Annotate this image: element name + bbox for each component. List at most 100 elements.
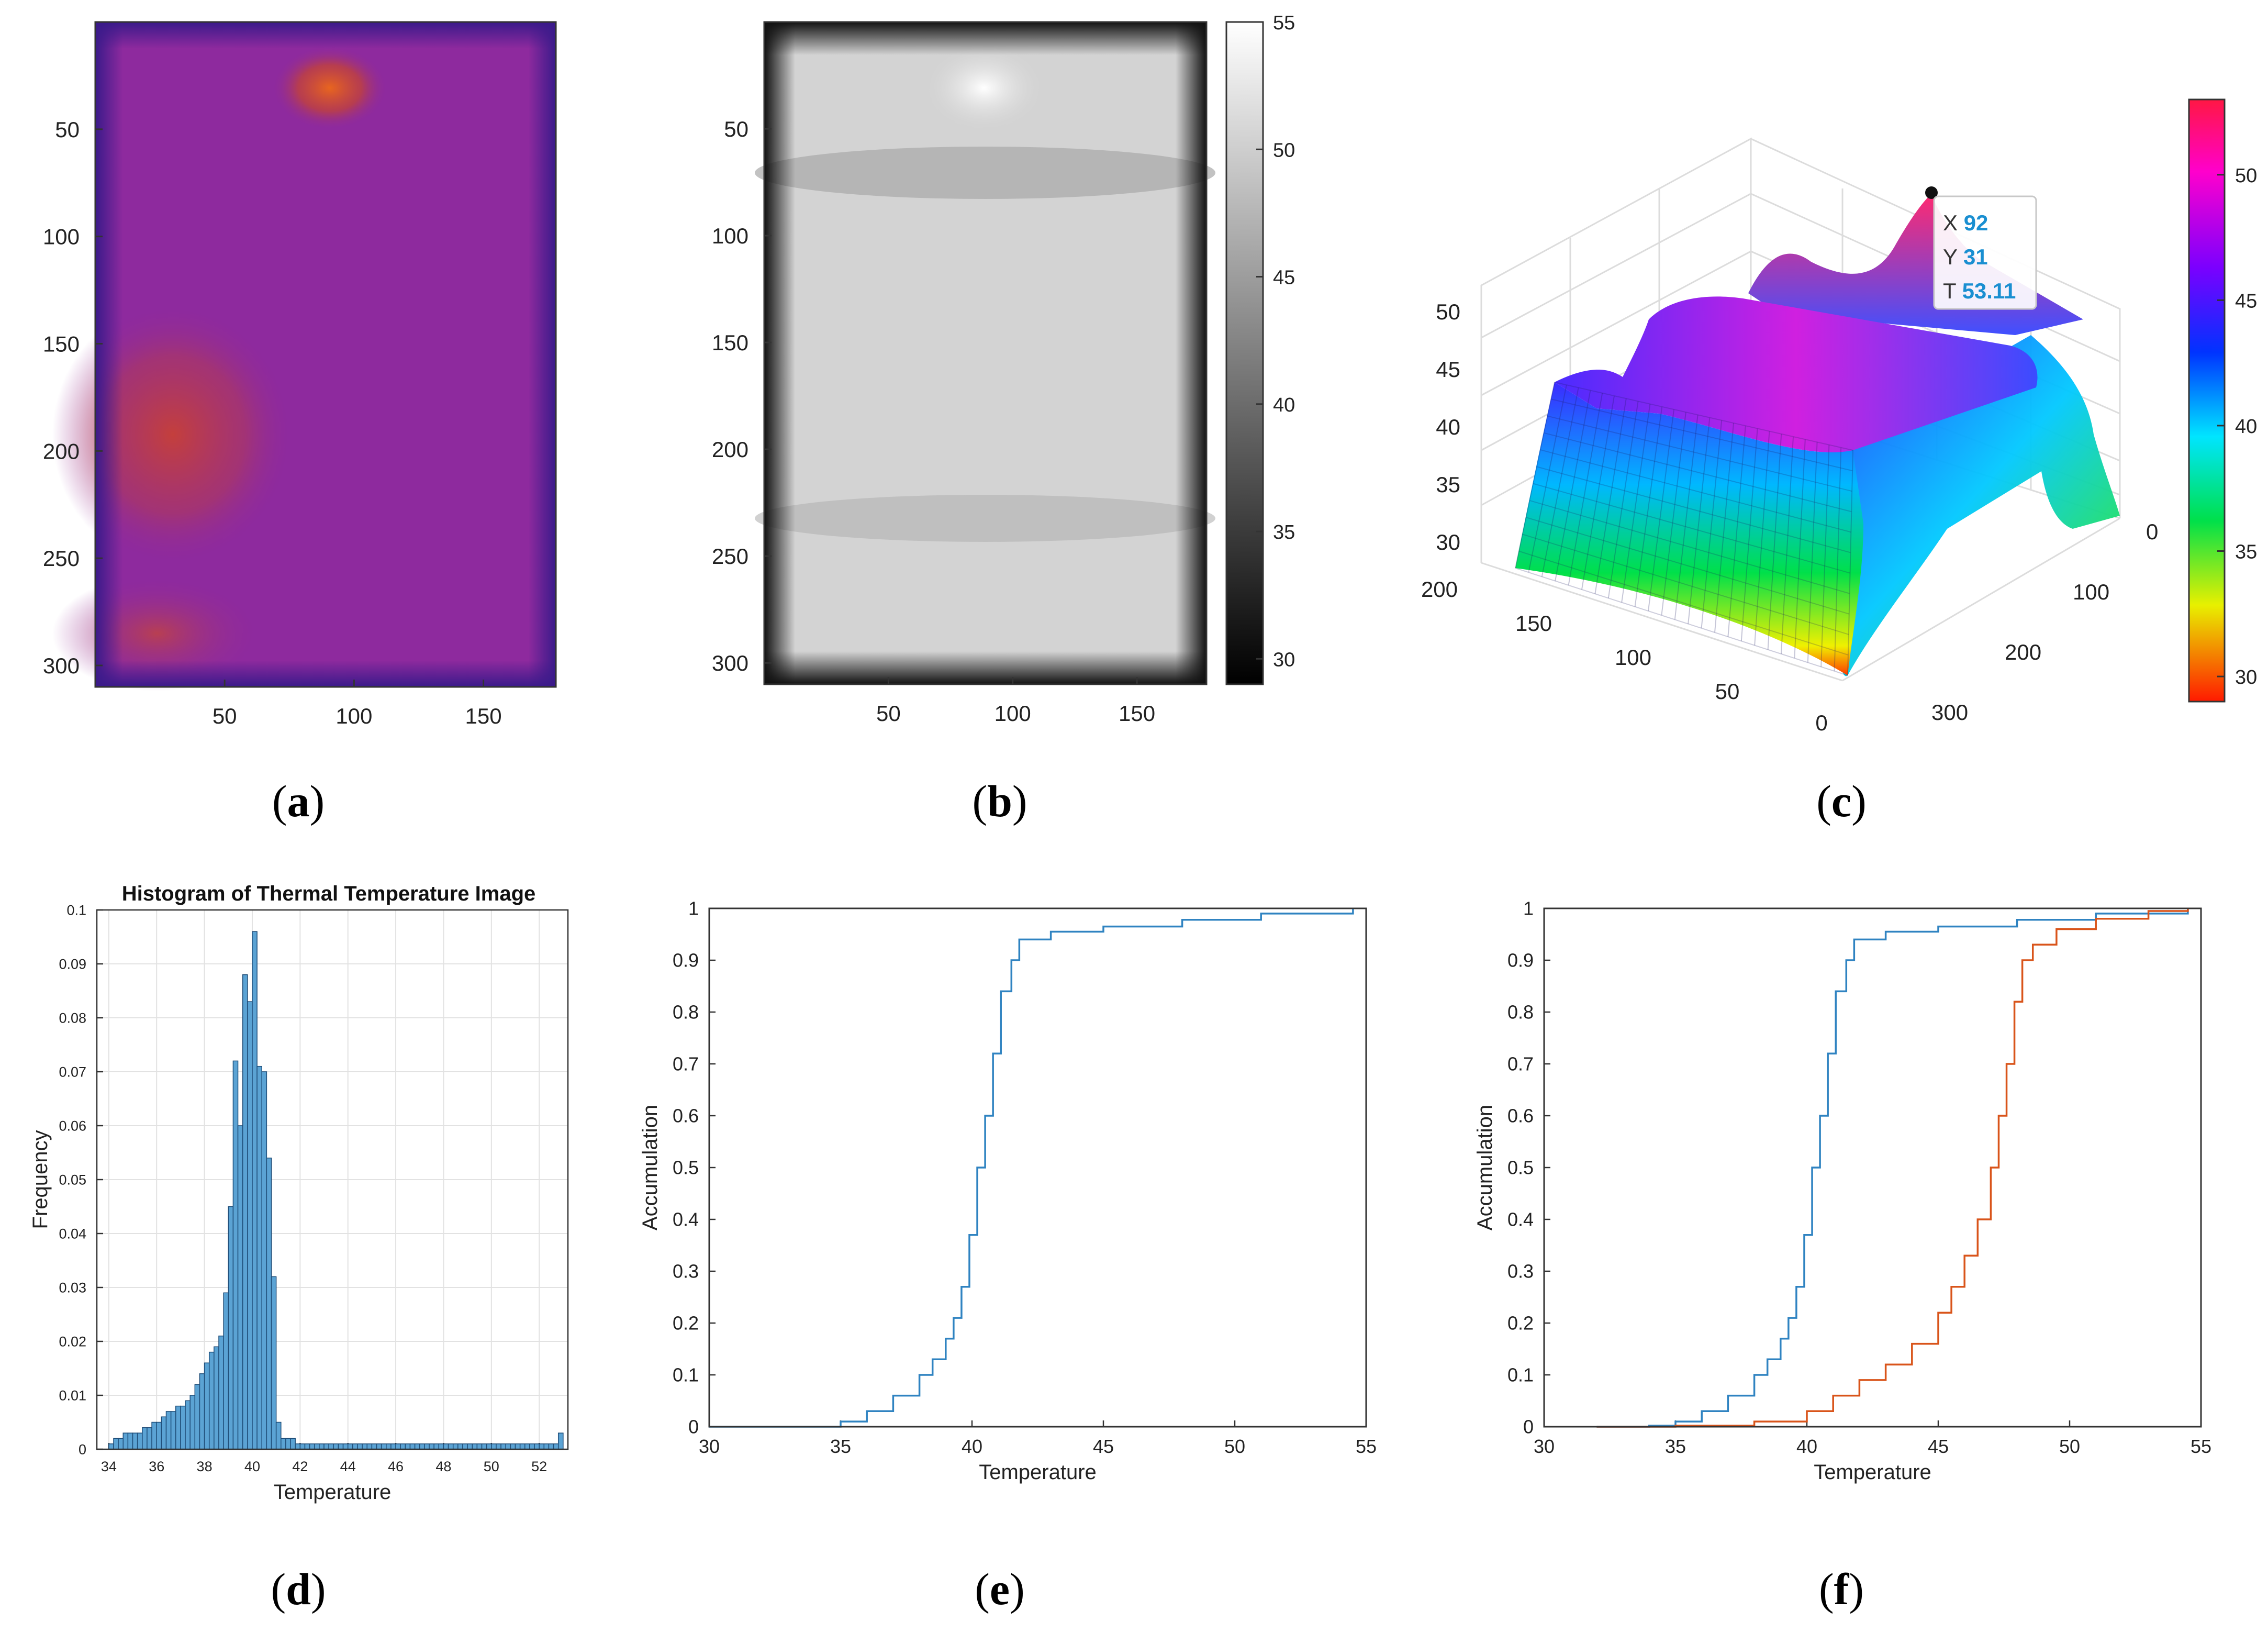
y-tick-label: 0 [688,1416,699,1438]
histogram-bar [156,1421,162,1450]
histogram-bar [347,1443,353,1450]
histogram-title: Histogram of Thermal Temperature Image [122,882,536,905]
x-tick-label: 50 [1224,1436,1245,1457]
cdf-axes-frame [1543,907,2202,1428]
x-tick-label: 30 [1534,1436,1555,1457]
hsv-colorbar-tick-label: 35 [2235,541,2257,563]
histogram-bar [557,1432,564,1450]
histogram-bar [266,1158,272,1450]
histogram-bar [147,1427,152,1450]
x-tick-label: 150 [1119,701,1155,726]
y-tick-label: 0.08 [59,1010,86,1026]
histogram-bar [256,1065,262,1450]
z-tick-label: 45 [1436,357,1460,382]
histogram-bar [424,1443,430,1450]
x-axis-tick-label: 0 [2146,519,2158,544]
hsv-colorbar-tick-label: 45 [2235,290,2257,312]
histogram-bar [275,1421,282,1450]
hsv-colorbar-tick-label: 40 [2235,416,2257,438]
histogram-bar [510,1443,516,1450]
histogram-bar [223,1292,229,1450]
histogram-bar [247,1001,253,1450]
svg-text:T 53.11: T 53.11 [1943,279,2016,303]
y-tick-label: 300 [712,651,748,675]
panel-a-thermal-image: 50 100 150 50 100 150 200 250 300 [43,21,557,728]
cdf-series-line-cdf-enhanced [1596,908,2189,1428]
y-tick-label: 150 [712,330,748,355]
histogram-bar [366,1443,373,1450]
y-tick-label: 0.05 [59,1172,86,1187]
mesh-line [1528,385,1567,573]
y-tick-label: 0.1 [673,1364,699,1386]
mesh-line [1555,390,1591,581]
mesh-line [1807,442,1818,663]
histogram-bar [161,1416,167,1450]
histogram-bar [323,1443,329,1450]
x-tick-label: 55 [2191,1436,2211,1457]
z-tick-label: 30 [1436,530,1460,554]
histogram-bar [409,1443,416,1450]
histogram-bar [194,1384,200,1450]
y-tick-label: 0.5 [673,1157,699,1179]
cdf-plot-area [1544,908,2201,1427]
histogram-bar [271,1276,277,1450]
histogram-bar [443,1443,449,1450]
histogram-bar [165,1411,172,1450]
histogram-bar [309,1443,315,1450]
histogram-bar [376,1443,382,1450]
x-tick-label: 45 [1093,1436,1114,1457]
mesh-line [1740,428,1758,641]
histogram-bar [333,1443,339,1450]
x-tick-label: 46 [388,1459,404,1474]
histogram-bar [252,931,258,1450]
histogram-bar [405,1443,411,1450]
histogram-bar [122,1432,129,1450]
histogram-bar [281,1438,286,1450]
y-tick-label: 100 [712,224,748,248]
mesh-line [1568,393,1603,585]
y-tick-label: 0.5 [1507,1157,1534,1179]
x-axis-tick-label: 200 [2005,640,2041,664]
mesh-line [1688,417,1711,624]
y-tick-label: 50 [724,117,748,141]
svg-text:X 92: X 92 [1943,210,1988,235]
x-tick-label: 50 [213,704,237,728]
mesh-line [1515,382,1555,569]
grayscale-image-edge-vertical [764,22,1206,684]
histogram-bar [481,1443,487,1450]
x-tick-label: 40 [244,1459,260,1474]
z-tick-label: 50 [1436,299,1460,324]
x-tick-label: 38 [197,1459,213,1474]
y-tick-label: 1 [1523,898,1534,919]
histogram-bar [496,1443,501,1450]
mesh-line [1522,534,1849,635]
x-axis-label: Temperature [1814,1461,1931,1484]
mesh-line [1701,420,1723,628]
x-tick-label: 50 [484,1459,499,1474]
panel-e-cumulative: 30 35 40 45 50 55 0 0.1 0.2 0.3 0.4 0.5 0.6 0.7 0.8 0.9… [639,898,1377,1484]
y-tick-label: 0.4 [673,1209,699,1230]
mesh-line [1518,550,1849,656]
histogram-bar [472,1443,478,1450]
datatip-t-value: 53.11 [1962,279,2016,303]
y-tick-label: 300 [43,653,80,678]
histogram-bar [218,1335,224,1450]
cumulative-plot: 30 35 40 45 50 55 0 0.1 0.2 0.3 0.4 0.5 0.6 0.7 0.8 0.9… [639,898,1377,1484]
y-tick-label: 0.4 [1507,1209,1534,1230]
colorbar-tick-label: 55 [1273,12,1295,34]
panel-b-axes: 50 100 150 50 100 150 200 250 300 [712,21,1208,726]
y-axis-label: Accumulation [639,1105,662,1230]
svg-text:Y 31: Y 31 [1943,245,1988,269]
y-tick-label: 0.6 [1507,1105,1534,1127]
histogram-bar [189,1395,196,1450]
y-tick-label: 0.07 [59,1064,86,1080]
y-tick-label: 0.09 [59,956,86,972]
y-axis-tick-label: 100 [1615,645,1651,670]
histogram-bar [362,1443,367,1450]
x-axis-label: Temperature [274,1481,392,1504]
histogram-bar [452,1443,459,1450]
histogram-bar [137,1432,143,1450]
histogram-bar [515,1443,521,1450]
panel-label-d: (d) [271,1564,326,1614]
